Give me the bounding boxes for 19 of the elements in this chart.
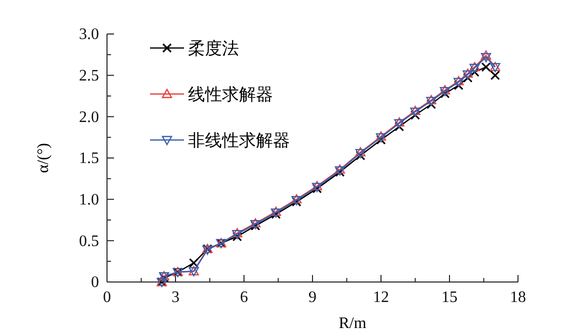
x-axis-title: R/m [338,315,367,332]
y-tick-label: 1.5 [79,150,99,168]
x-tick-label: 0 [103,289,111,306]
x-tick-label: 3 [172,289,180,306]
legend-label: 柔度法 [188,39,239,59]
y-tick-label: 2.5 [79,67,99,84]
y-tick-label: 3.0 [79,26,99,44]
y-tick-label: 2.0 [79,108,99,126]
y-axis-title: α/(°) [35,143,52,173]
y-tick-label: 0.5 [79,232,99,250]
legend-label: 非线性求解器 [188,131,290,151]
x-tick-label: 9 [308,289,316,306]
x-tick-label: 18 [510,289,526,306]
legend-label: 线性求解器 [188,85,273,105]
x-tick-label: 15 [442,289,458,306]
y-tick-label: 0 [91,274,99,292]
y-tick-label: 1.0 [79,191,99,208]
x-tick-label: 6 [240,289,248,306]
x-tick-label: 12 [373,289,389,306]
